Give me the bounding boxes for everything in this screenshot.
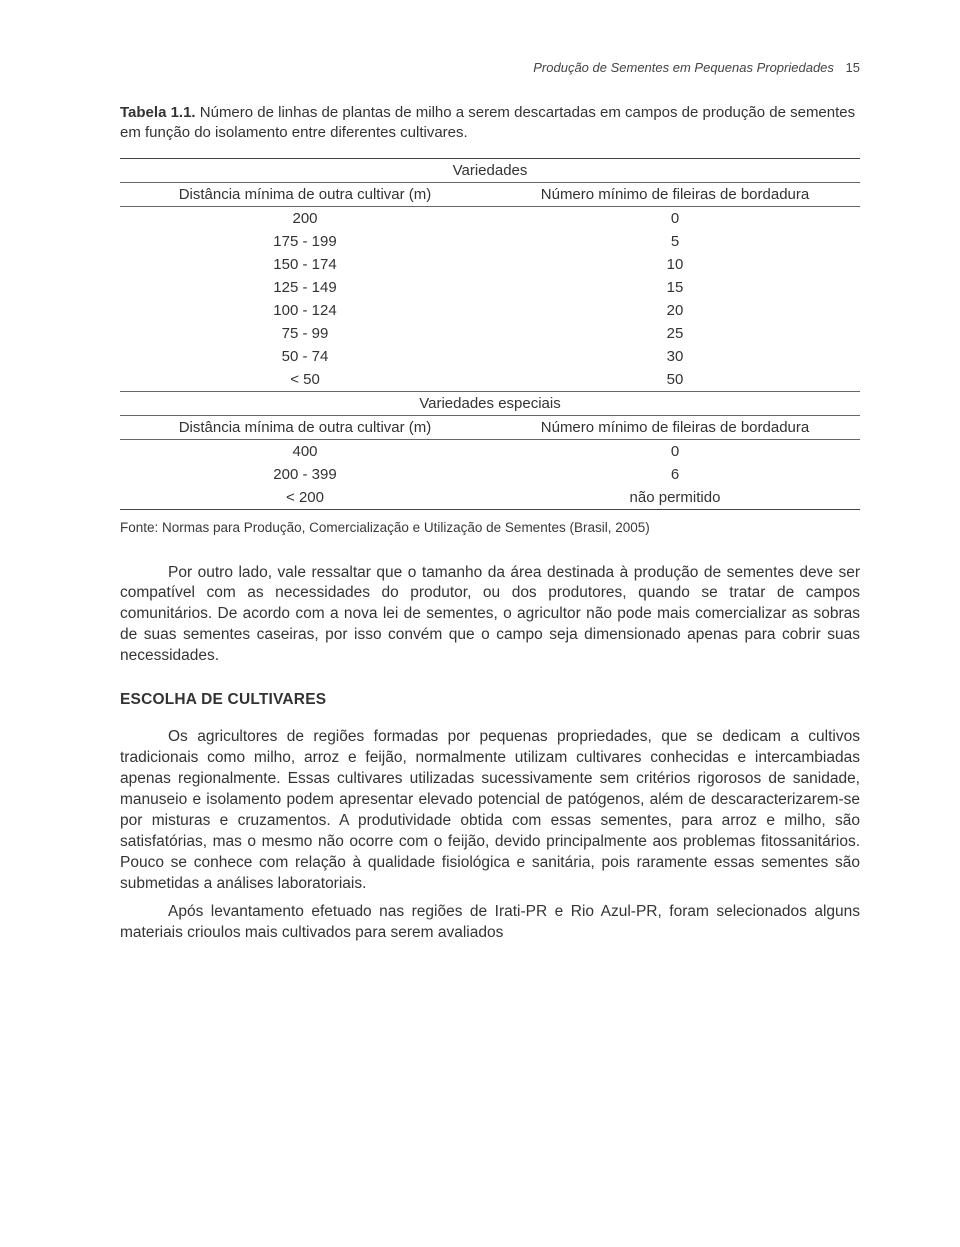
- table-caption: Tabela 1.1. Número de linhas de plantas …: [120, 103, 860, 144]
- table-col-headers-2: Distância mínima de outra cultivar (m) N…: [120, 415, 860, 439]
- cell-c2: 0: [490, 206, 860, 230]
- table-source: Fonte: Normas para Produção, Comercializ…: [120, 520, 860, 535]
- cell-c1: 175 - 199: [120, 230, 490, 253]
- cell-c1: < 50: [120, 368, 490, 392]
- table-col-headers-1: Distância mínima de outra cultivar (m) N…: [120, 182, 860, 206]
- running-title: Produção de Sementes em Pequenas Proprie…: [533, 60, 834, 75]
- table-row: 2000: [120, 206, 860, 230]
- cell-c2: 20: [490, 299, 860, 322]
- cell-c1: 150 - 174: [120, 253, 490, 276]
- running-header: Produção de Sementes em Pequenas Proprie…: [120, 60, 860, 75]
- cell-c2: 25: [490, 322, 860, 345]
- cell-c1: 100 - 124: [120, 299, 490, 322]
- body-paragraph-2: Os agricultores de regiões formadas por …: [120, 727, 860, 894]
- cell-c1: 75 - 99: [120, 322, 490, 345]
- body-paragraph-1: Por outro lado, vale ressaltar que o tam…: [120, 563, 860, 668]
- cell-c1: 200: [120, 206, 490, 230]
- table-row: 75 - 9925: [120, 322, 860, 345]
- table-row: 100 - 12420: [120, 299, 860, 322]
- table-caption-label: Tabela 1.1.: [120, 104, 196, 121]
- table-row: 125 - 14915: [120, 276, 860, 299]
- table-section2-header: Variedades especiais: [120, 391, 860, 415]
- table-row: 200 - 3996: [120, 463, 860, 486]
- section-heading: ESCOLHA DE CULTIVARES: [120, 691, 860, 709]
- cell-c2: 30: [490, 345, 860, 368]
- table-row: 175 - 1995: [120, 230, 860, 253]
- cultivar-table: Variedades Distância mínima de outra cul…: [120, 158, 860, 510]
- table-caption-text: Número de linhas de plantas de milho a s…: [120, 104, 855, 141]
- col1-header: Distância mínima de outra cultivar (m): [120, 415, 490, 439]
- cell-c1: 50 - 74: [120, 345, 490, 368]
- page-number: 15: [846, 60, 860, 75]
- cell-c2: 50: [490, 368, 860, 392]
- document-page: Produção de Sementes em Pequenas Proprie…: [0, 0, 960, 1247]
- table-section1-header: Variedades: [120, 158, 860, 182]
- cell-c2: 10: [490, 253, 860, 276]
- col1-header: Distância mínima de outra cultivar (m): [120, 182, 490, 206]
- table-section2-title: Variedades especiais: [120, 391, 860, 415]
- cell-c2: 5: [490, 230, 860, 253]
- cell-c2: 0: [490, 439, 860, 463]
- table-row: 4000: [120, 439, 860, 463]
- cell-c2: não permitido: [490, 486, 860, 510]
- cell-c1: 125 - 149: [120, 276, 490, 299]
- cell-c2: 6: [490, 463, 860, 486]
- col2-header: Número mínimo de fileiras de bordadura: [490, 415, 860, 439]
- table-section1-title: Variedades: [120, 158, 860, 182]
- body-paragraph-3: Após levantamento efetuado nas regiões d…: [120, 902, 860, 944]
- table-row: 150 - 17410: [120, 253, 860, 276]
- table-row: < 200não permitido: [120, 486, 860, 510]
- table-row: < 5050: [120, 368, 860, 392]
- table-row: 50 - 7430: [120, 345, 860, 368]
- cell-c1: 200 - 399: [120, 463, 490, 486]
- cell-c1: < 200: [120, 486, 490, 510]
- cell-c1: 400: [120, 439, 490, 463]
- cell-c2: 15: [490, 276, 860, 299]
- col2-header: Número mínimo de fileiras de bordadura: [490, 182, 860, 206]
